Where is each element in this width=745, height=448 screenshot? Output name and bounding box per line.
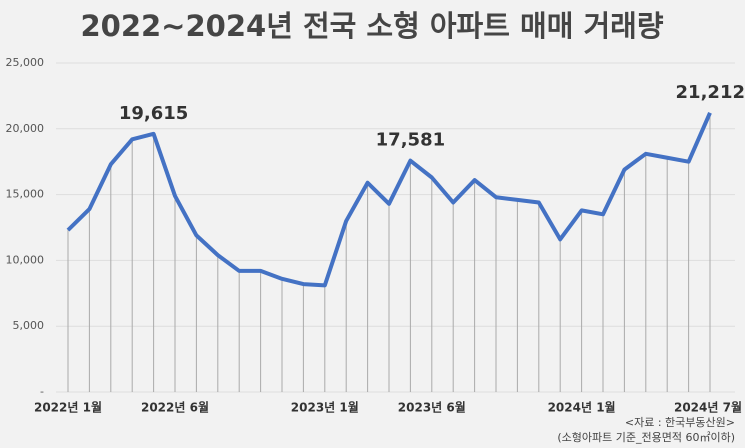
y-tick-label: 5,000 (13, 319, 45, 332)
data-label: 21,212 (676, 82, 745, 103)
data-label: 17,581 (376, 130, 445, 151)
y-tick-label: 20,000 (6, 122, 45, 135)
x-tick-label: 2022년 6월 (141, 400, 209, 415)
y-tick-label: 10,000 (6, 253, 45, 266)
source: <자료 : 한국부동산원> (625, 416, 735, 429)
x-tick-label: 2023년 6월 (398, 400, 466, 415)
x-tick-label: 2024년 7월 (674, 400, 742, 415)
y-tick-label: 15,000 (6, 188, 45, 201)
data-line (66, 112, 712, 288)
data-label: 19,615 (119, 103, 188, 124)
note: (소형아파트 기준_전용면적 60㎡이하) (557, 430, 735, 444)
x-tick-label: 2022년 1월 (34, 400, 102, 415)
x-tick-label: 2023년 1월 (291, 400, 359, 415)
chart-title: 2022~2024년 전국 소형 아파트 매매 거래량 (80, 9, 663, 43)
y-tick-label: 25,000 (6, 56, 45, 69)
y-tick-label: - (40, 385, 44, 398)
x-tick-label: 2024년 1월 (548, 400, 616, 415)
